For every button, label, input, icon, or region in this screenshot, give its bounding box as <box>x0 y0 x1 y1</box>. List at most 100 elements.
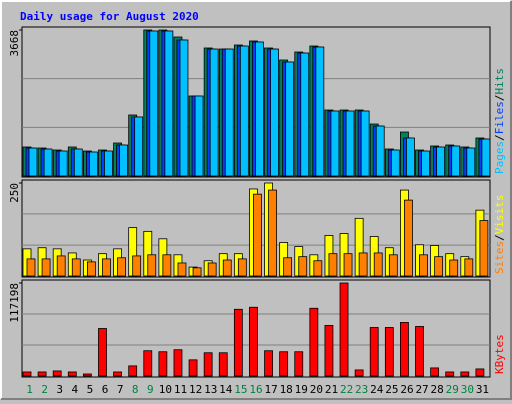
legend-separator: / <box>493 234 506 241</box>
bar <box>294 351 304 377</box>
x-tick-label: 30 <box>461 383 474 396</box>
x-tick-label: 12 <box>189 383 202 396</box>
legend-separator: / <box>493 134 506 141</box>
bar <box>43 148 53 177</box>
bar <box>451 145 461 177</box>
bar <box>328 253 338 277</box>
bar <box>71 258 81 277</box>
bar <box>449 259 459 277</box>
bar <box>158 351 168 377</box>
x-tick-label: 29 <box>446 383 459 396</box>
bar <box>132 255 142 277</box>
bar <box>309 307 319 377</box>
bar <box>67 371 77 377</box>
x-tick-label: 17 <box>264 383 277 396</box>
bar <box>279 351 289 377</box>
bar <box>464 258 474 277</box>
bar <box>143 350 153 377</box>
bar <box>404 199 413 277</box>
x-tick-label: 14 <box>219 383 233 396</box>
bar <box>119 144 128 177</box>
x-tick-label: 6 <box>102 383 109 396</box>
x-tick-label: 26 <box>400 383 413 396</box>
bar <box>445 371 455 377</box>
bar <box>354 369 364 377</box>
bar <box>192 267 202 277</box>
bar <box>400 322 409 377</box>
x-tick-label: 23 <box>355 383 368 396</box>
bar <box>339 282 349 377</box>
bar <box>113 371 122 377</box>
legend-entry: Sites <box>493 241 506 274</box>
bar <box>104 150 113 177</box>
bar <box>28 147 38 177</box>
bar <box>253 193 262 277</box>
bar <box>224 48 234 177</box>
bar <box>421 150 430 177</box>
bar <box>430 367 440 377</box>
x-tick-label: 9 <box>147 383 154 396</box>
bar <box>239 45 249 177</box>
bar <box>203 352 213 377</box>
bar <box>222 259 232 277</box>
x-tick-label: 4 <box>72 383 79 396</box>
bar <box>26 258 36 277</box>
bar <box>149 30 159 177</box>
bar <box>300 52 310 177</box>
bar <box>179 39 189 177</box>
bar <box>375 125 385 177</box>
legend-separator: / <box>493 95 506 102</box>
x-tick-label: 21 <box>325 383 338 396</box>
bar <box>436 146 446 177</box>
legend: KBytes <box>493 334 506 374</box>
legend-entry: Visits <box>493 195 506 235</box>
bar <box>298 256 308 277</box>
x-tick-label: 22 <box>340 383 353 396</box>
bar <box>285 61 295 177</box>
x-tick-label: 27 <box>415 383 428 396</box>
y-tick-label: 117198 <box>8 283 21 323</box>
bar <box>270 48 279 177</box>
bar <box>415 326 424 377</box>
bar <box>479 220 489 277</box>
bar <box>173 349 183 377</box>
bar <box>466 147 476 177</box>
bar <box>237 258 247 277</box>
bar <box>315 46 325 177</box>
bar <box>147 254 157 277</box>
x-tick-label: 8 <box>132 383 139 396</box>
bar <box>164 30 174 177</box>
x-tick-label: 1 <box>26 383 33 396</box>
bar <box>207 262 217 277</box>
x-tick-label: 3 <box>56 383 63 396</box>
legend: Pages/Files/Hits <box>493 68 506 174</box>
bar <box>475 368 485 377</box>
bar <box>268 189 277 277</box>
bar <box>390 149 400 177</box>
bar <box>419 254 428 277</box>
bar <box>264 350 273 377</box>
bar <box>249 306 258 377</box>
bar <box>88 151 98 177</box>
y-tick-label: 3668 <box>8 30 21 57</box>
bar <box>406 137 415 177</box>
bar <box>102 258 111 277</box>
x-tick-label: 7 <box>117 383 124 396</box>
bar <box>73 148 83 177</box>
x-tick-label: 20 <box>310 383 323 396</box>
bar <box>52 370 62 377</box>
bar <box>134 116 144 177</box>
bar <box>86 261 96 277</box>
bar <box>162 254 172 277</box>
bar <box>345 110 355 177</box>
bar <box>373 252 383 277</box>
bar <box>98 328 107 377</box>
bar <box>283 257 293 277</box>
bar <box>330 110 340 177</box>
bar <box>188 359 198 377</box>
bar <box>434 256 444 277</box>
x-tick-label: 31 <box>476 383 489 396</box>
bar <box>128 365 138 377</box>
